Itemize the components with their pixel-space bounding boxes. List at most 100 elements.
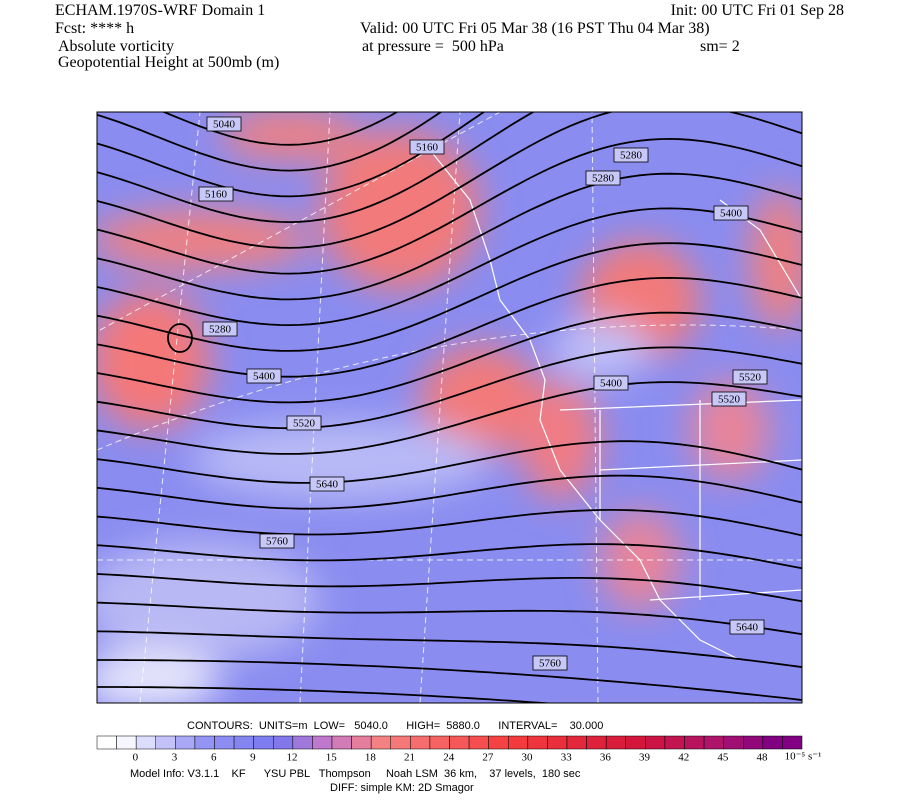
contour-label-box <box>409 139 445 155</box>
contour-label-box <box>202 321 238 337</box>
contour-label-box <box>593 375 629 391</box>
colorbar-label: 3 <box>172 752 178 764</box>
colorbar-label: 48 <box>757 752 769 764</box>
contour-line <box>97 381 802 455</box>
pressure: at pressure = 500 hPa <box>362 38 504 55</box>
contour-label: 5520 <box>739 372 762 384</box>
colorbar-box <box>508 735 529 750</box>
contour-label-box <box>732 369 768 385</box>
contour-label-box <box>729 619 765 635</box>
colorbar-box <box>468 735 489 750</box>
colorbar-box <box>488 735 509 750</box>
contour-label-box <box>286 415 322 431</box>
model-title: ECHAM.1970S-WRF Domain 1 <box>55 2 266 19</box>
contour-line <box>97 346 802 430</box>
colorbar-box <box>351 735 372 750</box>
colorbar-box <box>743 735 764 750</box>
colorbar-label: 9 <box>250 752 256 764</box>
colorbar-box <box>527 735 548 750</box>
colorbar-box <box>605 735 627 750</box>
colorbar-label: 39 <box>639 752 651 764</box>
vorticity-shading <box>97 112 802 703</box>
contour-info: CONTOURS: UNITS=m LOW= 5040.0 HIGH= 5880… <box>187 720 604 732</box>
contour-label-box <box>259 533 295 549</box>
colorbar-box <box>449 735 470 750</box>
contour-line <box>97 112 486 198</box>
contour-line <box>97 112 802 249</box>
colorbar-box <box>116 735 137 750</box>
colorbar-box <box>155 735 176 750</box>
contour-label-box <box>246 368 282 384</box>
init-time: Init: 00 UTC Fri 01 Sep 28 <box>670 2 844 19</box>
contour-label: 5280 <box>209 324 232 336</box>
colorbar-box <box>253 735 274 750</box>
colorbar-label: 45 <box>717 752 729 764</box>
colorbar-box <box>664 735 685 750</box>
contour-line <box>97 474 802 510</box>
colorbar-box <box>566 735 587 750</box>
contour-label: 5160 <box>205 189 228 201</box>
colorbar-box <box>410 735 431 750</box>
contour-field: Geopotential Height at 500mb (m) <box>58 54 280 71</box>
contour-label: 5760 <box>266 536 289 548</box>
colorbar-label: 18 <box>365 752 377 764</box>
colorbar-box <box>703 735 724 750</box>
height-contours <box>97 112 802 703</box>
colorbar-box <box>135 735 157 750</box>
field-name: Absolute vorticity <box>58 38 174 55</box>
contour-line <box>97 172 802 301</box>
contour-label: 5160 <box>416 142 439 154</box>
colorbar-label: 36 <box>600 752 612 764</box>
colorbar-label: 33 <box>561 752 573 764</box>
contour-label: 5400 <box>253 371 276 383</box>
contour-line <box>97 207 802 327</box>
colorbar-box <box>645 735 666 750</box>
contour-label: 5280 <box>620 150 643 162</box>
colorbar-box <box>233 735 254 750</box>
contour-line <box>97 601 802 636</box>
contour-line <box>97 137 802 275</box>
field: 5040 5160 5160 5280 5280 5280 5400 5400 5400 5520… <box>97 112 802 703</box>
contour-label: 5280 <box>592 173 615 185</box>
colorbar-box <box>175 735 196 750</box>
colorbar-box <box>762 735 783 750</box>
colorbar-label: 6 <box>211 752 217 764</box>
contour-label-box <box>713 205 749 221</box>
colorbar-label: 12 <box>287 752 298 764</box>
contour-line <box>97 630 802 668</box>
contour-line <box>97 659 802 701</box>
diff-info: DIFF: simple KM: 2D Smagor <box>330 782 474 794</box>
contour-label: 5400 <box>600 378 623 390</box>
colorbar-box <box>292 735 313 750</box>
graticule <box>97 112 802 703</box>
contour-line <box>97 686 556 703</box>
contour-label-box <box>198 186 234 202</box>
valid-time: Valid: 00 UTC Fri 05 Mar 38 (16 PST Thu … <box>360 20 710 37</box>
colorbar-label: 30 <box>522 752 534 764</box>
contour-label: 5520 <box>293 418 316 430</box>
colorbar-box <box>684 735 705 750</box>
contour-label-box <box>613 147 649 163</box>
colorbar-label: 21 <box>404 752 415 764</box>
contour-label: 5640 <box>316 479 339 491</box>
colorbar-label: 42 <box>678 752 689 764</box>
contour-label: 5520 <box>718 394 741 406</box>
colorbar-box <box>625 735 646 750</box>
contour-line <box>97 573 802 603</box>
colorbar-box <box>782 735 803 750</box>
contour-line <box>97 112 535 224</box>
colorbar-box <box>390 735 411 750</box>
contour-label-box <box>585 170 621 186</box>
colorbar-label: 15 <box>326 752 338 764</box>
colorbar-box <box>214 735 235 750</box>
colorbar-box <box>96 735 117 750</box>
contour-line <box>97 311 802 404</box>
colorbar-label: 27 <box>482 752 494 764</box>
colorbar-box <box>194 735 215 750</box>
colorbar-box <box>429 735 450 750</box>
contour-label-box <box>206 116 242 132</box>
smoothing: sm= 2 <box>700 38 740 55</box>
colorbar-box <box>547 735 568 750</box>
